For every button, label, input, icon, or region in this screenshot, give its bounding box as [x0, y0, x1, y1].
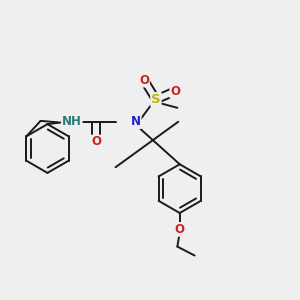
Text: S: S — [151, 93, 161, 106]
Text: O: O — [175, 223, 185, 236]
Text: N: N — [131, 115, 141, 128]
Text: NH: NH — [62, 115, 82, 128]
Text: O: O — [139, 74, 149, 87]
Text: O: O — [91, 136, 101, 148]
Text: O: O — [170, 85, 180, 98]
